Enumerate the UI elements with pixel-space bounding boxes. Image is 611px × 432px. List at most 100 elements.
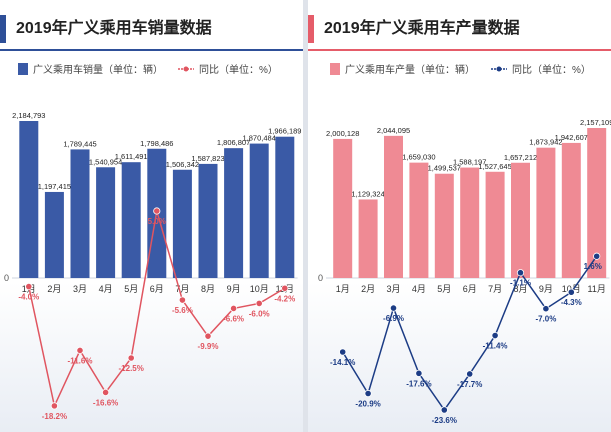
yoy-point-1: [25, 282, 33, 291]
bar-value-label: 1,659,030: [402, 153, 435, 162]
bar-value-label: 1,657,212: [504, 153, 537, 162]
yoy-point-7: [491, 331, 499, 340]
bar-value-label: 1,540,954: [89, 157, 122, 166]
bar-10: [561, 142, 581, 278]
bar-4: [96, 167, 116, 278]
month-tick-label: 3月: [386, 284, 400, 294]
yoy-point-5: [127, 354, 135, 362]
title-accent-bar: [0, 15, 6, 43]
yoy-point-10: [255, 299, 263, 307]
bar-6: [460, 167, 480, 278]
zero-axis-label: 0: [318, 273, 323, 283]
bar-7: [485, 171, 505, 278]
bar-8: [511, 162, 530, 278]
month-tick-label: 2月: [47, 284, 61, 294]
legend-bar-swatch: [330, 63, 340, 75]
bar-11: [587, 128, 607, 278]
yoy-point-4: [415, 369, 423, 377]
zero-axis-label: 0: [4, 273, 9, 283]
yoy-point-3: [389, 304, 398, 312]
yoy-value-label: -9.9%: [198, 342, 219, 351]
yoy-value-label: 1.6%: [584, 262, 602, 271]
bar-1: [333, 138, 353, 278]
month-tick-label: 8月: [513, 284, 527, 294]
yoy-point-6: [466, 370, 474, 378]
month-tick-label: 5月: [437, 284, 451, 294]
legend-line-label: 同比（单位：%）: [512, 63, 591, 76]
bar-value-label: 1,966,189: [268, 127, 301, 136]
bar-value-label: 1,587,823: [191, 154, 224, 163]
legend-bar-swatch: [18, 63, 28, 75]
month-tick-label: 3月: [73, 284, 87, 294]
month-tick-label: 6月: [463, 284, 477, 294]
month-tick-label: 2月: [361, 284, 375, 294]
production-chart-panel: 2019年广义乘用车产量数据 广义乘用车产量（单位：辆） 同比（单位：%） 0 2,0…: [308, 0, 611, 432]
month-tick-label: 10月: [250, 284, 269, 294]
yoy-value-label: -1.1%: [510, 279, 531, 288]
panel-background: [308, 282, 611, 432]
yoy-point-8: [516, 269, 525, 277]
month-tick-label: 4月: [412, 284, 426, 294]
yoy-point-3: [76, 346, 84, 355]
month-tick-label: 8月: [201, 284, 215, 294]
bar-value-label: 2,044,095: [377, 126, 410, 135]
yoy-value-label: 5.0%: [148, 217, 166, 226]
bar-1: [19, 121, 39, 278]
bar-value-label: 2,000,128: [326, 129, 359, 138]
yoy-value-label: -11.4%: [483, 342, 508, 351]
yoy-point-11: [281, 284, 289, 292]
bar-value-label: 1,129,324: [351, 189, 384, 198]
month-tick-label: 6月: [150, 284, 164, 294]
yoy-point-7: [178, 296, 186, 304]
panel-background: [0, 282, 303, 432]
yoy-point-2: [50, 402, 59, 410]
bar-10: [249, 143, 269, 278]
bar-11: [275, 136, 295, 278]
yoy-value-label: -14.1%: [330, 358, 355, 367]
yoy-point-5: [440, 406, 448, 414]
month-tick-label: 4月: [99, 284, 113, 294]
month-tick-label: 7月: [175, 284, 189, 294]
yoy-point-10: [567, 288, 575, 296]
yoy-value-label: -20.9%: [355, 399, 380, 408]
yoy-point-11: [593, 252, 601, 260]
yoy-point-4: [102, 388, 110, 397]
yoy-value-label: -6.6%: [223, 314, 244, 323]
yoy-value-label: -6.0%: [249, 309, 270, 318]
yoy-value-label: -18.2%: [42, 412, 67, 421]
bar-value-label: 1,789,445: [63, 139, 96, 148]
month-tick-label: 11月: [588, 284, 606, 294]
bar-value-label: 1,870,484: [243, 134, 276, 143]
yoy-value-label: -16.6%: [93, 398, 118, 407]
sales-chart-title: 2019年广义乘用车销量数据: [16, 20, 212, 37]
bar-2: [358, 199, 378, 278]
bar-9: [536, 147, 556, 278]
yoy-value-label: -17.6%: [406, 379, 431, 388]
yoy-point-9: [542, 305, 550, 313]
bar-value-label: 1,873,942: [529, 138, 562, 147]
yoy-point-8: [204, 332, 212, 340]
yoy-point-9: [230, 304, 238, 313]
yoy-value-label: -6.9%: [383, 314, 404, 323]
bar-value-label: 1,527,645: [478, 162, 511, 171]
bar-8: [198, 163, 218, 278]
yoy-value-label: -12.5%: [119, 364, 144, 373]
month-tick-label: 9月: [539, 284, 553, 294]
bar-value-label: 1,197,415: [38, 182, 71, 191]
yoy-value-label: -11.6%: [68, 356, 93, 365]
bar-value-label: 2,184,793: [12, 111, 45, 120]
legend-line-marker: [496, 66, 502, 72]
title-divider: [0, 49, 303, 51]
production-chart-title: 2019年广义乘用车产量数据: [324, 20, 520, 37]
bar-5: [434, 173, 454, 278]
bar-value-label: 1,588,197: [453, 158, 486, 167]
legend-line-marker: [183, 66, 189, 72]
yoy-point-1: [339, 348, 347, 356]
bar-value-label: 1,942,607: [555, 133, 588, 142]
yoy-value-label: -7.0%: [535, 315, 556, 324]
legend-bar-label: 广义乘用车产量（单位：辆）: [345, 63, 475, 76]
yoy-value-label: -5.6%: [172, 306, 193, 315]
bar-4: [409, 162, 429, 278]
sales-chart-panel: 2019年广义乘用车销量数据 广义乘用车销量（单位：辆） 同比（单位：%） 0 2,1…: [0, 0, 303, 432]
sales-chart: 广义乘用车销量（单位：辆）同比（单位：%）02,184,7931月1,197,4…: [4, 63, 301, 421]
